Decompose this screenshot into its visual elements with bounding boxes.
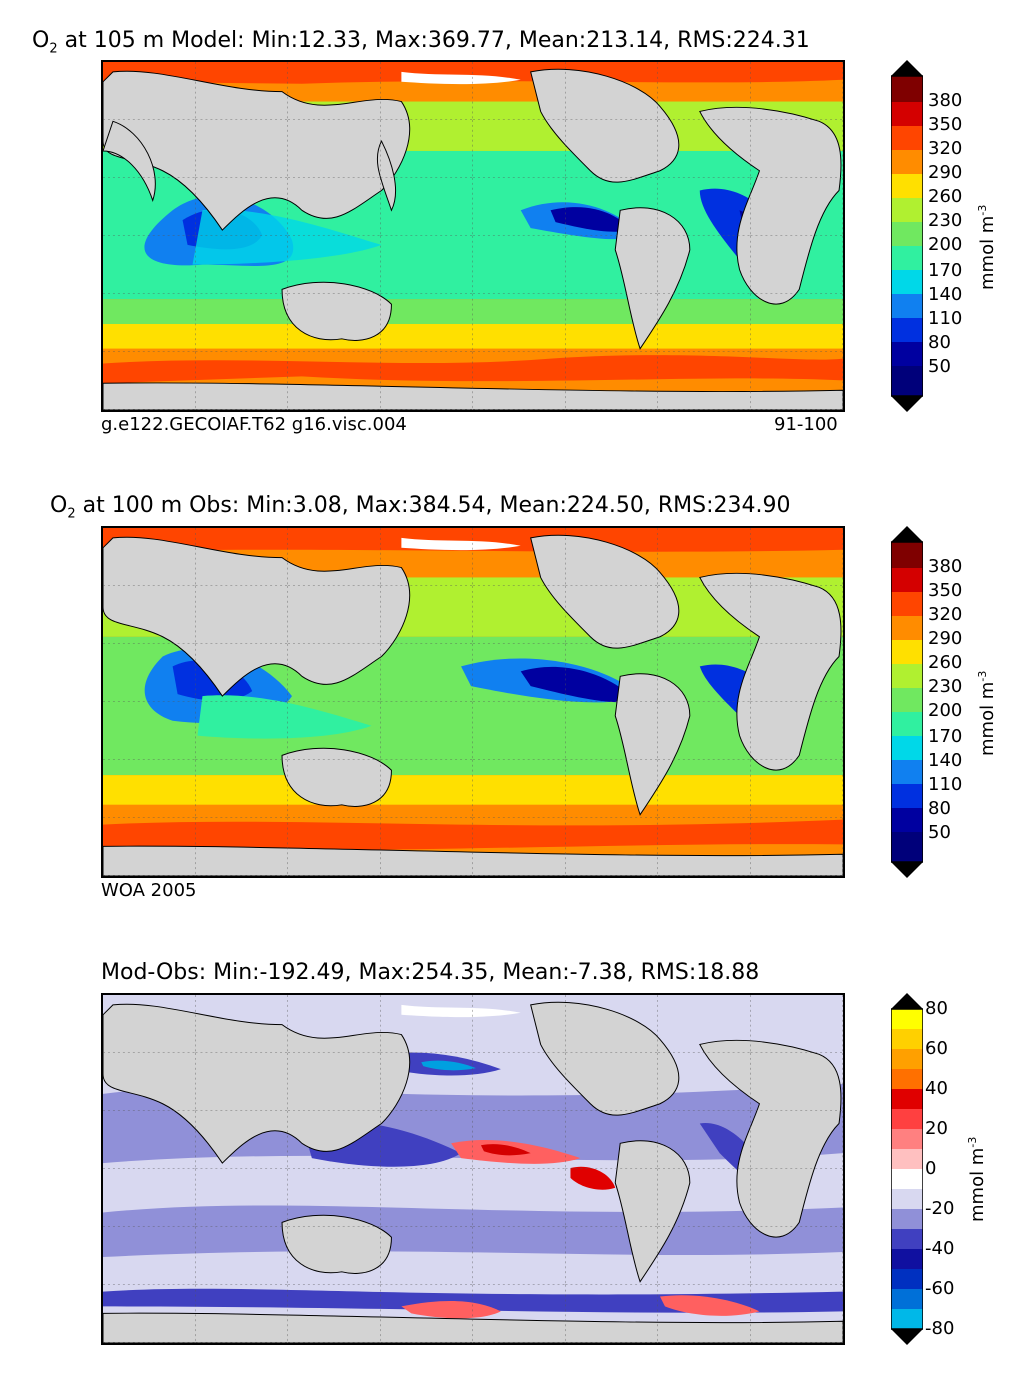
title-rest: at 105 m Model: Min:12.33, Max:369.77, M…	[57, 28, 810, 53]
obs-tick: 380	[928, 556, 963, 577]
obs-tick: 290	[928, 628, 963, 649]
model-tick: 320	[928, 138, 963, 159]
obs-caption-left: WOA 2005	[101, 880, 197, 901]
title-sub: 2	[67, 506, 76, 522]
model-caption-left: g.e122.GECOIAF.T62 g16.visc.004	[101, 414, 407, 435]
obs-tick: 230	[928, 676, 963, 697]
obs-tick: 320	[928, 604, 963, 625]
diff-tick: -60	[925, 1278, 955, 1299]
obs-tick: 200	[928, 700, 963, 721]
title-sub: 2	[49, 41, 58, 57]
diff-tick: -80	[925, 1318, 955, 1339]
obs-tick: 80	[928, 798, 951, 819]
diff-tick: -40	[925, 1238, 955, 1259]
model-tick: 170	[928, 260, 963, 281]
obs-unit-label: mmol m-3	[976, 671, 998, 756]
obs-tick: 110	[928, 774, 963, 795]
unit-text: mmol m	[977, 681, 998, 756]
model-panel-title: O2 at 105 m Model: Min:12.33, Max:369.77…	[32, 28, 810, 56]
title-o: O	[50, 493, 68, 518]
diff-tick: 0	[925, 1158, 937, 1179]
model-tick: 50	[928, 356, 951, 377]
unit-exp: -3	[976, 204, 989, 216]
title-o: O	[32, 28, 50, 53]
model-tick: 260	[928, 186, 963, 207]
obs-tick: 50	[928, 822, 951, 843]
obs-colorbar	[891, 526, 923, 878]
diff-tick: 20	[925, 1118, 948, 1139]
model-map	[101, 60, 845, 412]
unit-exp: -3	[966, 1136, 979, 1148]
diff-tick: 80	[925, 998, 948, 1019]
model-colorbar	[891, 60, 923, 412]
model-tick: 290	[928, 162, 963, 183]
title-rest: at 100 m Obs: Min:3.08, Max:384.54, Mean…	[75, 493, 791, 518]
diff-unit-label: mmol m-3	[966, 1137, 988, 1222]
diff-tick: 40	[925, 1078, 948, 1099]
diff-map	[101, 993, 845, 1345]
model-tick: 350	[928, 114, 963, 135]
obs-map	[101, 526, 845, 878]
obs-tick: 260	[928, 652, 963, 673]
diff-tick: 60	[925, 1038, 948, 1059]
title-rest: Mod-Obs: Min:-192.49, Max:254.35, Mean:-…	[101, 960, 760, 985]
diff-colorbar	[891, 993, 923, 1345]
unit-exp: -3	[976, 670, 989, 682]
model-tick: 230	[928, 210, 963, 231]
unit-text: mmol m	[977, 215, 998, 290]
model-tick: 110	[928, 308, 963, 329]
obs-panel-title: O2 at 100 m Obs: Min:3.08, Max:384.54, M…	[50, 493, 790, 521]
model-unit-label: mmol m-3	[976, 205, 998, 290]
model-tick: 80	[928, 332, 951, 353]
diff-tick: -20	[925, 1198, 955, 1219]
model-tick: 200	[928, 234, 963, 255]
unit-text: mmol m	[967, 1147, 988, 1222]
obs-tick: 170	[928, 726, 963, 747]
model-caption-right: 91-100	[774, 414, 838, 435]
model-tick: 140	[928, 284, 963, 305]
obs-tick: 350	[928, 580, 963, 601]
obs-tick: 140	[928, 750, 963, 771]
model-tick: 380	[928, 90, 963, 111]
diff-panel-title: Mod-Obs: Min:-192.49, Max:254.35, Mean:-…	[101, 960, 759, 985]
